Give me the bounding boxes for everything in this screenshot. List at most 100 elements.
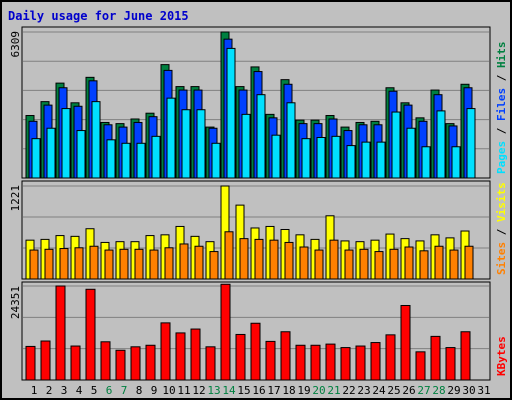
bar-pages-day-22 bbox=[346, 145, 356, 179]
bar-kbytes-day-11 bbox=[175, 332, 186, 381]
x-tick-label-22: 22 bbox=[342, 384, 355, 397]
bar-kbytes-day-3 bbox=[55, 285, 66, 381]
bar-kbytes-day-20 bbox=[310, 344, 321, 381]
bar-kbytes-day-2 bbox=[40, 340, 51, 381]
legend-separator: / bbox=[495, 68, 508, 88]
bar-pages-day-11 bbox=[181, 109, 191, 179]
x-tick-label-24: 24 bbox=[372, 384, 386, 397]
x-tick-label-8: 8 bbox=[136, 384, 143, 397]
y-max-label-visits-sites: 1221 bbox=[9, 185, 22, 212]
bar-pages-day-29 bbox=[451, 146, 461, 179]
bar-pages-day-12 bbox=[196, 109, 206, 179]
bar-pages-day-23 bbox=[361, 141, 371, 179]
bar-sites-day-15 bbox=[239, 238, 249, 280]
bar-sites-day-17 bbox=[269, 239, 279, 280]
bar-pages-day-30 bbox=[466, 108, 476, 179]
x-tick-label-29: 29 bbox=[447, 384, 460, 397]
bar-sites-day-25 bbox=[389, 248, 399, 280]
x-tick-label-30: 30 bbox=[462, 384, 475, 397]
x-tick-label-2: 2 bbox=[46, 384, 53, 397]
bar-kbytes-day-6 bbox=[100, 341, 111, 381]
x-tick-label-25: 25 bbox=[387, 384, 400, 397]
bar-pages-day-3 bbox=[61, 108, 71, 179]
bar-pages-day-15 bbox=[241, 113, 251, 179]
y-max-label-kbytes: 24351 bbox=[9, 286, 22, 319]
x-tick-label-18: 18 bbox=[282, 384, 295, 397]
bar-kbytes-day-15 bbox=[235, 333, 246, 381]
bar-pages-day-7 bbox=[121, 142, 131, 179]
bar-pages-day-6 bbox=[106, 139, 116, 179]
bar-sites-day-23 bbox=[359, 248, 369, 280]
bar-kbytes-day-13 bbox=[205, 346, 216, 381]
x-tick-label-19: 19 bbox=[297, 384, 310, 397]
legend-text: Sites / Visits bbox=[495, 182, 508, 275]
y-max-label-hits-files-pages: 6309 bbox=[9, 31, 22, 58]
bar-sites-day-9 bbox=[149, 249, 159, 280]
bar-sites-day-22 bbox=[344, 249, 354, 280]
bar-kbytes-day-17 bbox=[265, 340, 276, 381]
bar-pages-day-28 bbox=[436, 110, 446, 179]
bar-pages-day-9 bbox=[151, 135, 161, 179]
legend-separator: / bbox=[495, 121, 508, 141]
bar-pages-day-18 bbox=[286, 102, 296, 179]
bar-sites-day-4 bbox=[74, 247, 84, 280]
x-tick-label-5: 5 bbox=[91, 384, 98, 397]
bar-pages-day-19 bbox=[301, 138, 311, 179]
x-tick-label-4: 4 bbox=[76, 384, 83, 397]
x-tick-label-21: 21 bbox=[327, 384, 340, 397]
bar-pages-day-14 bbox=[226, 47, 236, 179]
bar-kbytes-day-27 bbox=[415, 351, 426, 381]
legend-hits: Hits bbox=[495, 42, 508, 69]
bar-sites-day-6 bbox=[104, 249, 114, 280]
bar-kbytes-day-4 bbox=[70, 345, 81, 381]
bar-kbytes-day-26 bbox=[400, 304, 411, 381]
bar-sites-day-18 bbox=[284, 241, 294, 280]
bar-pages-day-8 bbox=[136, 142, 146, 179]
x-tick-label-6: 6 bbox=[106, 384, 113, 397]
bar-pages-day-21 bbox=[331, 135, 341, 179]
bar-kbytes-day-8 bbox=[130, 346, 141, 381]
bar-pages-day-13 bbox=[211, 142, 221, 179]
bar-sites-day-19 bbox=[299, 246, 309, 280]
bar-pages-day-25 bbox=[391, 111, 401, 179]
bar-kbytes-day-23 bbox=[355, 345, 366, 381]
bar-sites-day-21 bbox=[329, 239, 339, 280]
legend-kbytes: KBytes bbox=[495, 336, 508, 376]
bar-pages-day-4 bbox=[76, 130, 86, 179]
bar-kbytes-day-18 bbox=[280, 331, 291, 381]
x-tick-label-31: 31 bbox=[477, 384, 490, 397]
bar-sites-day-5 bbox=[89, 245, 99, 280]
bar-kbytes-day-9 bbox=[145, 344, 156, 381]
bar-sites-day-20 bbox=[314, 249, 324, 280]
bar-sites-day-24 bbox=[374, 251, 384, 280]
legend-visits: Visits bbox=[495, 182, 508, 222]
x-tick-label-12: 12 bbox=[192, 384, 205, 397]
bar-sites-day-30 bbox=[464, 245, 474, 280]
x-tick-label-27: 27 bbox=[417, 384, 430, 397]
bar-kbytes-day-1 bbox=[25, 345, 36, 381]
bar-sites-day-1 bbox=[29, 249, 39, 280]
chart-title: Daily usage for June 2015 bbox=[8, 9, 189, 23]
bar-sites-day-16 bbox=[254, 238, 264, 280]
bar-kbytes-day-12 bbox=[190, 328, 201, 381]
bar-sites-day-2 bbox=[44, 248, 54, 280]
bar-sites-day-11 bbox=[179, 243, 189, 280]
bar-pages-day-20 bbox=[316, 137, 326, 179]
x-tick-label-15: 15 bbox=[237, 384, 250, 397]
bar-kbytes-day-14 bbox=[220, 283, 231, 381]
x-tick-label-28: 28 bbox=[432, 384, 445, 397]
x-tick-label-9: 9 bbox=[151, 384, 158, 397]
bar-kbytes-day-30 bbox=[460, 331, 471, 381]
legend-pages: Pages bbox=[495, 141, 508, 174]
bar-sites-day-26 bbox=[404, 246, 414, 280]
bar-sites-day-12 bbox=[194, 245, 204, 280]
bar-pages-day-24 bbox=[376, 141, 386, 179]
x-tick-label-13: 13 bbox=[207, 384, 220, 397]
x-tick-label-7: 7 bbox=[121, 384, 128, 397]
bar-pages-day-26 bbox=[406, 127, 416, 179]
legend-separator: / bbox=[495, 222, 508, 242]
legend-text: KBytes bbox=[495, 336, 508, 376]
bar-kbytes-day-16 bbox=[250, 322, 261, 381]
